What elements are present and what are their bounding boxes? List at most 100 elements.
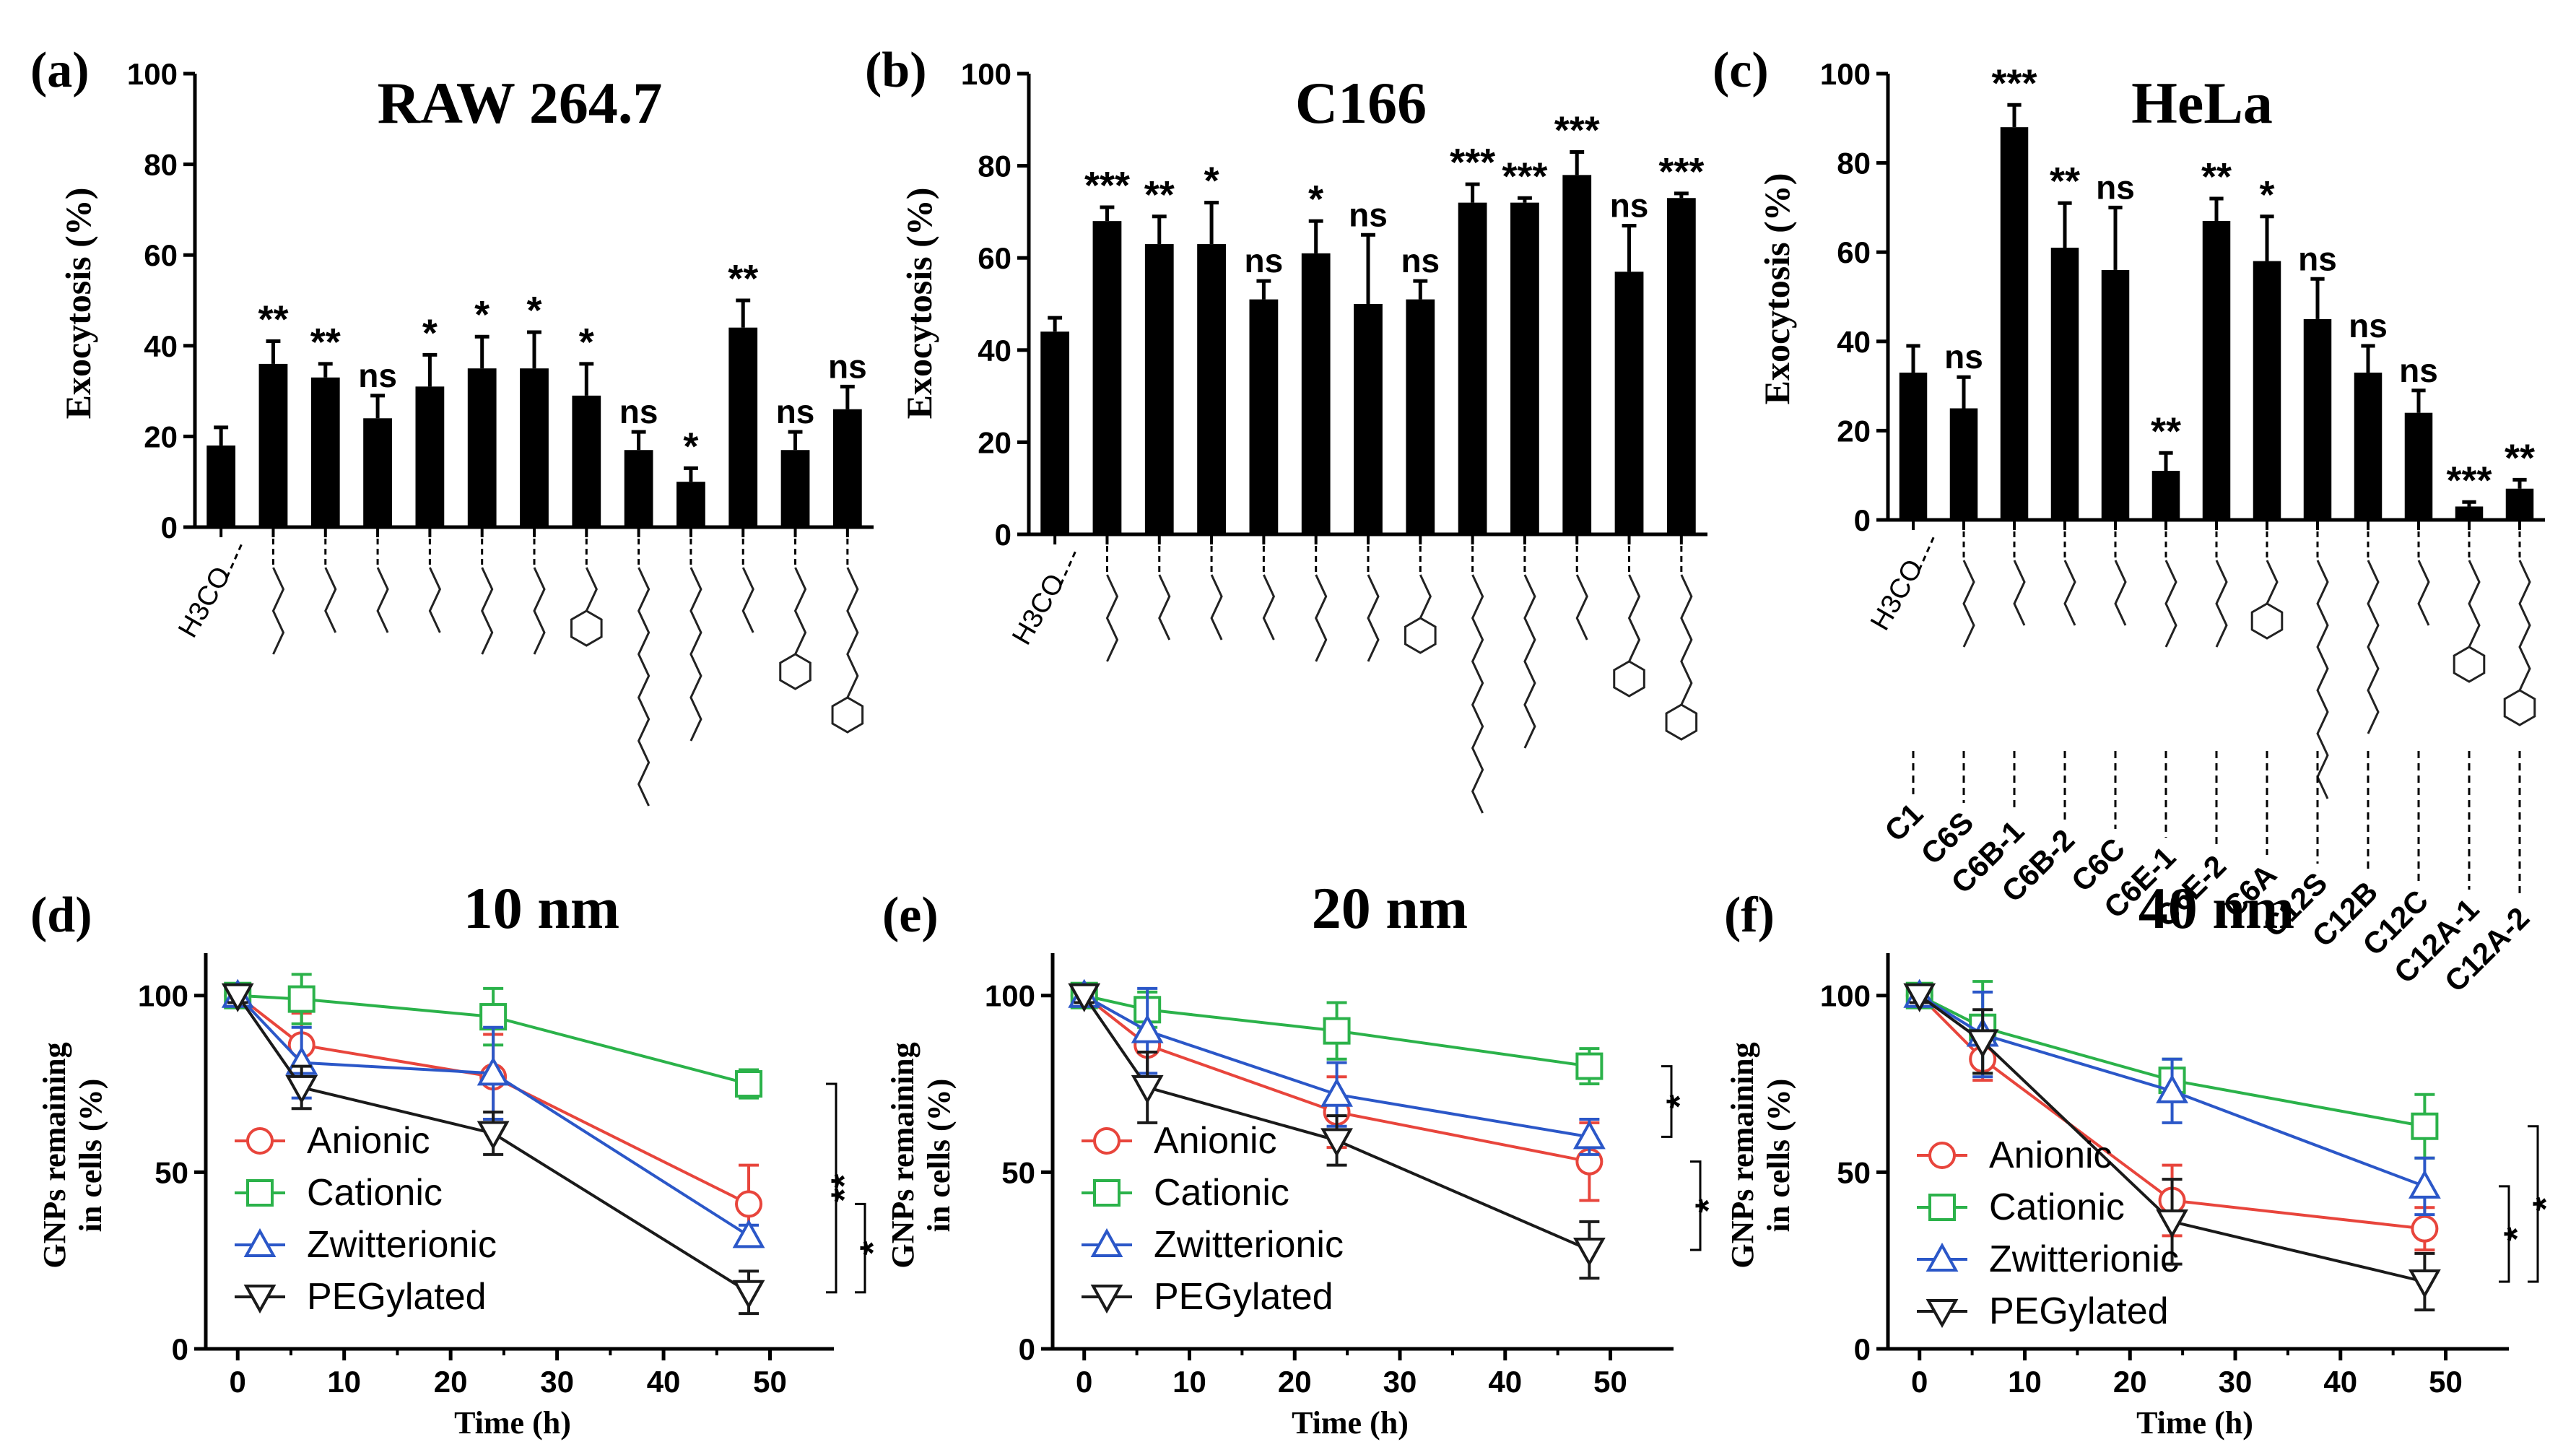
chart-title: 40 nm: [2138, 875, 2294, 941]
significance-bracket: [855, 1202, 866, 1294]
structure-chain: [324, 567, 337, 633]
marker-circle: [735, 1190, 763, 1218]
significance-label: *: [853, 1241, 893, 1255]
y-axis-label-line2: in cells (%): [73, 1079, 108, 1233]
bar: [206, 445, 236, 527]
y-axis-label-line1: GNPs remaining: [37, 1042, 72, 1268]
significance-label: ns: [828, 347, 867, 385]
bar: [1249, 299, 1279, 534]
legend-label: PEGylated: [1989, 1290, 2169, 1332]
series-line-cationic: [1084, 994, 1590, 1068]
significance-label: ***: [2446, 459, 2492, 502]
y-tick-label: 20: [978, 425, 1011, 459]
y-axis-label-line2: in cells (%): [1761, 1079, 1796, 1233]
significance-label: ***: [1502, 155, 1547, 198]
y-tick-label: 100: [985, 979, 1035, 1013]
series-line-anionic: [1083, 994, 1590, 1163]
significance-brackets: ***: [824, 1082, 893, 1294]
structure-chain: [1262, 574, 1276, 640]
x-tick-label: 0: [1076, 1365, 1092, 1399]
bar: [1406, 299, 1435, 534]
significance-label: *: [526, 289, 541, 332]
y-tick-label: 0: [172, 1332, 188, 1366]
structure-chain: [1158, 574, 1171, 640]
x-tick-label: 30: [2219, 1365, 2253, 1399]
significance-label: ns: [358, 357, 397, 394]
y-axis-label: Exocytosis (%): [58, 188, 98, 420]
bar: [2505, 488, 2534, 520]
structure-bond: [1918, 534, 1936, 571]
significance-label: **: [2151, 409, 2181, 453]
bar: [832, 409, 862, 527]
significance-bracket: [2499, 1185, 2510, 1283]
structure-chain: [533, 567, 546, 655]
bar: [624, 450, 653, 527]
marker-square: [735, 1070, 763, 1098]
x-tick-label: 20: [2113, 1365, 2147, 1399]
panel-f-retention-40nm: (f) 40 nm GNPs remaining in cells (%) Ti…: [1724, 875, 2566, 1441]
structure-ring: [831, 696, 864, 734]
marker-triangle-down: [1068, 983, 1101, 1012]
y-axis-label: Exocytosis (%): [1757, 173, 1797, 405]
bar: [2151, 471, 2180, 520]
bars: [206, 298, 862, 527]
marker-circle: [1093, 1127, 1121, 1155]
x-axis-label: Time (h): [1292, 1405, 1409, 1441]
y-tick-label: 0: [161, 511, 178, 544]
x-tick-label: 30: [540, 1365, 574, 1399]
bar: [415, 386, 445, 527]
marker-triangle-up: [2408, 1169, 2441, 1199]
marker-triangle-up: [2156, 1074, 2188, 1103]
x-tick-label: 0: [1911, 1365, 1928, 1399]
significance-label: ns: [1610, 187, 1649, 225]
structure-chain: [1315, 574, 1328, 662]
y-axis-label-line1: GNPs remaining: [1725, 1042, 1760, 1268]
x-tick-label: 20: [1278, 1365, 1312, 1399]
y-axis-label-line1: GNPs remaining: [885, 1042, 921, 1268]
series-line-pegylated: [236, 994, 750, 1294]
bar: [2303, 318, 2332, 520]
marker-triangle-down: [732, 1280, 765, 1309]
panel-a-exocytosis-raw: (a) RAW 264.7 Exocytosis (%) 0 20 40 60 80 10…: [30, 43, 874, 807]
marker-circle: [1928, 1142, 1956, 1169]
marker-triangle-down: [1320, 1128, 1353, 1158]
bar: [728, 327, 758, 527]
marker-triangle-down: [477, 1121, 510, 1150]
marker-triangle-up: [1131, 1014, 1164, 1043]
significance-label: ns: [1401, 242, 1440, 279]
structure-chain: [428, 567, 442, 633]
structure-chain: [2114, 560, 2127, 626]
bar: [1301, 253, 1331, 534]
structure-chain: [689, 567, 702, 742]
chart-title: RAW 264.7: [378, 70, 663, 136]
bars: [1899, 103, 2534, 520]
bar: [2455, 506, 2484, 520]
structure-chain: [2468, 560, 2481, 648]
panel-label: (e): [882, 887, 939, 943]
axes: 0 20 40 60 80 100: [1820, 57, 2545, 537]
bar: [2202, 220, 2231, 520]
y-tick-label: 60: [144, 238, 178, 272]
significance-label: *: [1688, 1199, 1728, 1213]
structure-chain: [2518, 560, 2531, 691]
significance-label: *: [1308, 178, 1323, 221]
panel-e-retention-20nm: (e) 20 nm GNPs remaining in cells (%) Ti…: [882, 875, 1728, 1441]
structure-chain: [1962, 560, 1975, 648]
marker-triangle-down: [1131, 1074, 1164, 1105]
legend-label: PEGylated: [307, 1276, 487, 1318]
structure-ring: [1404, 617, 1437, 654]
y-tick-label: 50: [1837, 1155, 1871, 1189]
y-tick-label: 0: [1854, 1332, 1871, 1366]
series-line-zwitterionic: [236, 994, 750, 1238]
significance-bracket: [2528, 1125, 2539, 1283]
significance-label: ***: [1084, 164, 1130, 207]
structure-chain: [1105, 574, 1119, 662]
bar: [1949, 408, 1978, 520]
bar: [2050, 248, 2079, 520]
bar: [363, 418, 392, 527]
marker-triangle-down: [2156, 1209, 2188, 1238]
significance-label: *: [1204, 160, 1219, 203]
series: [1903, 978, 2441, 1312]
bars: [1040, 149, 1696, 535]
